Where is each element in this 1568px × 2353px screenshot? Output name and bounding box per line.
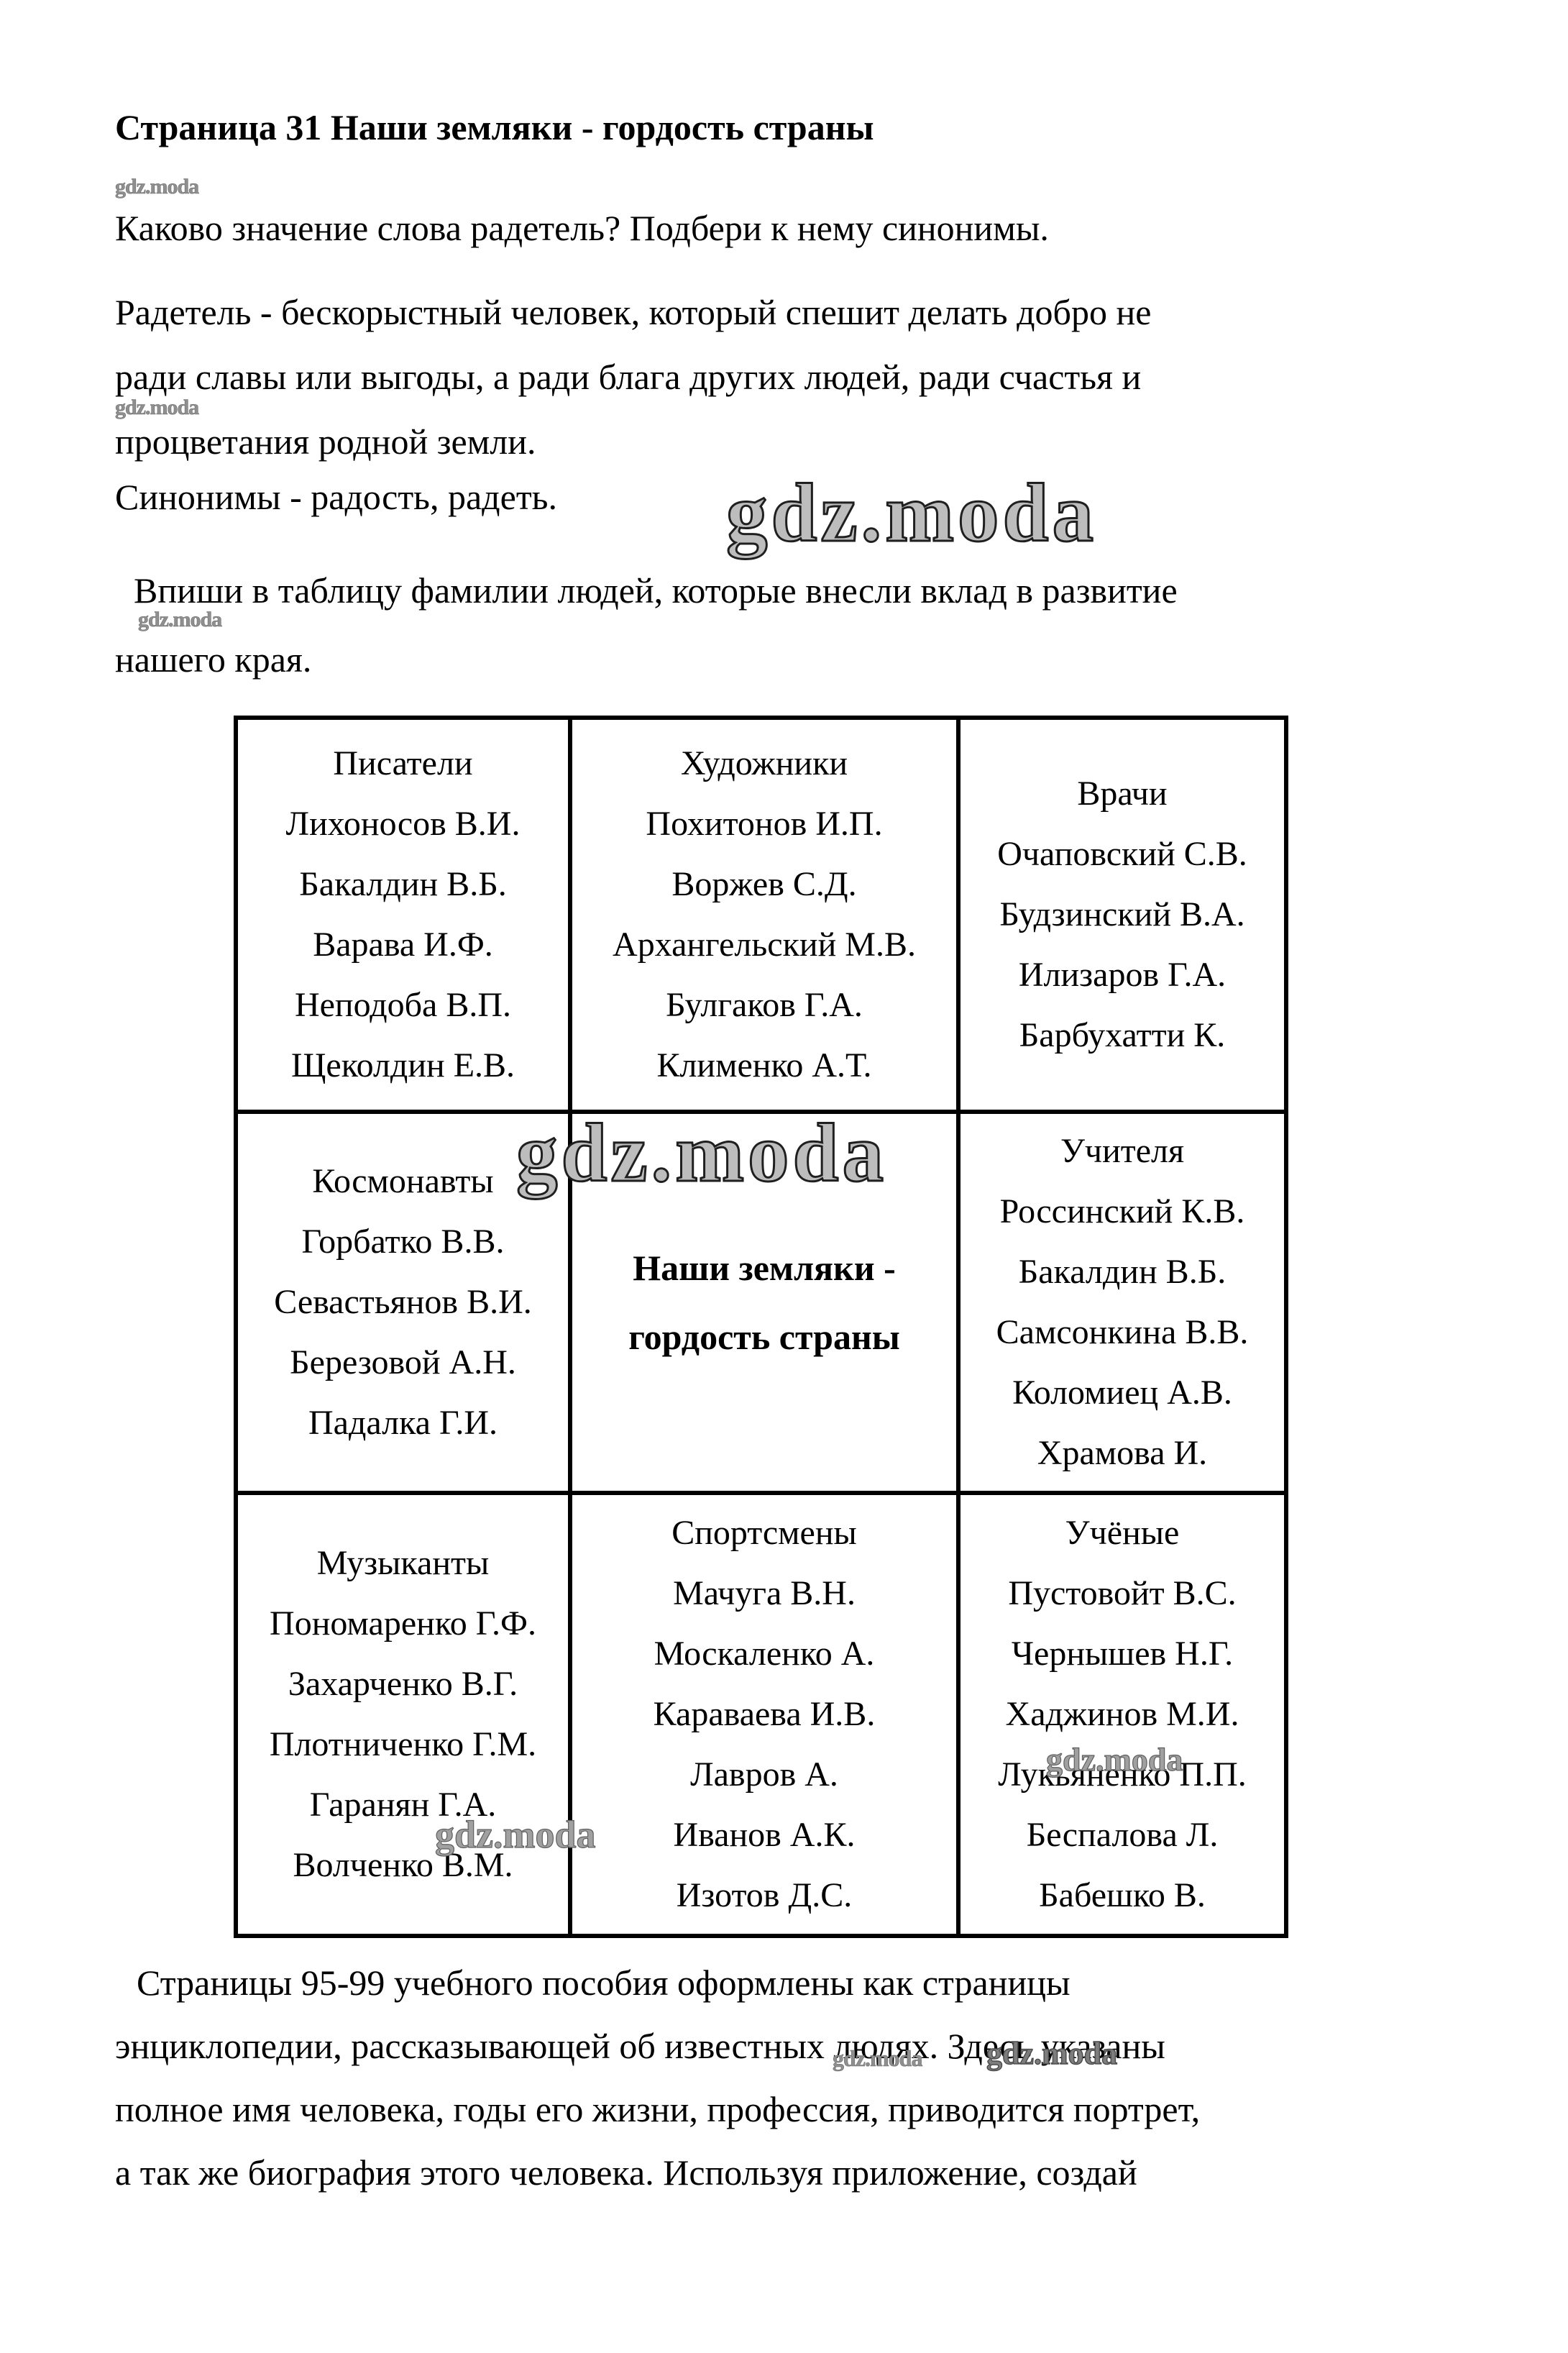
person-name: Клименко А.Т.	[656, 1046, 872, 1084]
person-name: Хаджинов М.И.	[1005, 1695, 1239, 1733]
person-name: Барбухатти К.	[1019, 1016, 1226, 1054]
table-cell: Музыканты Пономаренко Г.Ф. Захарченко В.Г.…	[238, 1495, 572, 1934]
person-name: Падалка Г.И.	[308, 1404, 498, 1442]
center-title-line: Наши земляки -	[633, 1248, 896, 1288]
person-name: Самсонкина В.В.	[996, 1313, 1249, 1351]
table-cell: Врачи Очаповский С.В. Будзинский В.А. Илиза…	[960, 720, 1284, 1114]
category-header: Космонавты	[312, 1162, 494, 1200]
task-line: Впиши в таблицу фамилии людей, которые в…	[134, 570, 1178, 611]
person-name: Бабешко В.	[1039, 1876, 1206, 1914]
gdz-moda-watermark-large: gdz.moda	[515, 1107, 888, 1200]
table-cell: Учёные Пустовойт В.С. Чернышев Н.Г. Хаджино…	[960, 1495, 1284, 1934]
person-name: Гаранян Г.А.	[309, 1786, 497, 1824]
person-name: Москаленко А.	[654, 1635, 875, 1673]
synonyms-line: Синонимы - радость, радеть.	[115, 477, 557, 517]
person-name: Мачуга В.Н.	[673, 1574, 856, 1612]
center-title-line: гордость страны	[628, 1317, 900, 1357]
person-name: Россинский К.В.	[999, 1192, 1245, 1230]
person-name: Лихоносов В.И.	[285, 805, 521, 843]
category-header: Художники	[680, 744, 848, 782]
table-cell: Учителя Россинский К.В. Бакалдин В.Б. Самсо…	[960, 1114, 1284, 1495]
person-name: Будзинский В.А.	[999, 895, 1245, 933]
person-name: Коломиец А.В.	[1012, 1374, 1232, 1412]
footer-line: полное имя человека, годы его жизни, про…	[115, 2089, 1201, 2129]
gdz-moda-watermark: gdz.moda	[1045, 1740, 1183, 1778]
category-header: Учителя	[1060, 1132, 1185, 1170]
gdz-moda-watermark: gdz.moda	[434, 1812, 596, 1856]
person-name: Воржев С.Д.	[671, 865, 857, 903]
person-name: Похитонов И.П.	[646, 805, 883, 843]
person-name: Бакалдин В.Б.	[299, 865, 507, 903]
question-line: Каково значение слова радетель? Подбери …	[115, 208, 1049, 248]
person-name: Бакалдин В.Б.	[1018, 1253, 1227, 1291]
gdz-moda-watermark: gdz.moda	[833, 2045, 923, 2072]
person-name: Караваева И.В.	[653, 1695, 876, 1733]
person-name: Архангельский М.В.	[613, 926, 916, 964]
category-header: Врачи	[1077, 775, 1168, 813]
person-name: Варава И.Ф.	[313, 926, 493, 964]
person-name: Плотниченко Г.М.	[269, 1725, 537, 1763]
page-title: Страница 31 Наши земляки - гордость стра…	[115, 107, 874, 147]
person-name: Пустовойт В.С.	[1008, 1574, 1237, 1612]
person-name: Волченко В.М.	[293, 1846, 513, 1884]
person-name: Горбатко В.В.	[301, 1223, 505, 1261]
category-header: Спортсмены	[671, 1514, 857, 1552]
gdz-moda-watermark: gdz.moda	[986, 2035, 1118, 2071]
person-name: Пономаренко Г.Ф.	[270, 1604, 536, 1642]
definition-line: процветания родной земли.	[115, 421, 536, 462]
gdz-moda-watermark-large: gdz.moda	[725, 467, 1098, 560]
footer-line: Страницы 95-99 учебного пособия оформлен…	[137, 1963, 1070, 2003]
person-name: Березовой А.Н.	[290, 1343, 516, 1381]
task-line: нашего края.	[115, 639, 312, 680]
person-name: Булгаков Г.А.	[666, 986, 863, 1024]
footer-line: энциклопедии, рассказывающей об известны…	[115, 2026, 1165, 2066]
people-table: Писатели Лихоносов В.И. Бакалдин В.Б. Варав…	[234, 716, 1288, 1938]
definition-line: ради славы или выгоды, а ради блага друг…	[115, 357, 1142, 397]
category-header: Учёные	[1065, 1514, 1180, 1552]
person-name: Севастьянов В.И.	[274, 1283, 532, 1321]
person-name: Храмова И.	[1037, 1434, 1208, 1472]
person-name: Беспалова Л.	[1026, 1816, 1219, 1854]
person-name: Лукьяненко П.П.	[998, 1755, 1247, 1794]
person-name: Щеколдин Е.В.	[290, 1046, 515, 1084]
category-header: Писатели	[333, 744, 473, 782]
gdz-moda-watermark: gdz.moda	[138, 608, 223, 632]
table-cell: Спортсмены Мачуга В.Н. Москаленко А. Карава…	[572, 1495, 960, 1934]
gdz-moda-watermark: gdz.moda	[115, 175, 200, 199]
person-name: Лавров А.	[690, 1755, 838, 1794]
table-cell: Писатели Лихоносов В.И. Бакалдин В.Б. Варав…	[238, 720, 572, 1114]
person-name: Чернышев Н.Г.	[1011, 1635, 1234, 1673]
person-name: Захарченко В.Г.	[288, 1665, 518, 1703]
person-name: Иванов А.К.	[673, 1816, 856, 1854]
table-center-title-cell: Наши земляки - гордость страны	[572, 1114, 960, 1495]
category-header: Музыканты	[316, 1544, 490, 1582]
person-name: Очаповский С.В.	[997, 835, 1247, 873]
table-cell: Художники Похитонов И.П. Воржев С.Д. Арханг…	[572, 720, 960, 1114]
definition-line: Радетель - бескорыстный человек, который…	[115, 292, 1152, 332]
person-name: Изотов Д.С.	[676, 1876, 853, 1914]
table-cell: Космонавты Горбатко В.В. Севастьянов В.И. Б…	[238, 1114, 572, 1495]
person-name: Илизаров Г.А.	[1018, 956, 1227, 994]
gdz-moda-watermark: gdz.moda	[115, 396, 200, 420]
person-name: Неподоба В.П.	[294, 986, 512, 1024]
footer-line: а так же биография этого человека. Испол…	[115, 2152, 1137, 2193]
